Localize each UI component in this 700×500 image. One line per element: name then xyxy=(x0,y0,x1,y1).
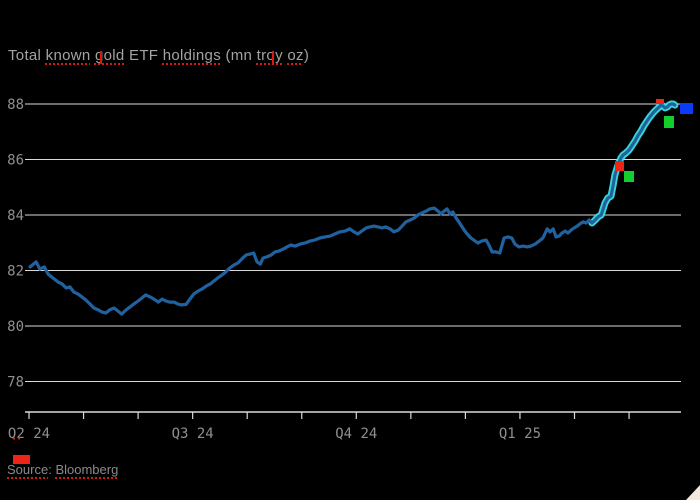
green-handle-top[interactable] xyxy=(664,116,674,128)
y-tick-label: 78 xyxy=(7,375,24,391)
etf-holdings-line xyxy=(28,102,677,316)
y-tick-label: 82 xyxy=(7,264,24,280)
red-handle-mid[interactable] xyxy=(615,161,624,171)
y-gridlines xyxy=(25,103,681,383)
x-axis xyxy=(25,411,681,419)
x-tick-label: Q4 24 xyxy=(335,426,377,442)
red-handle-top[interactable] xyxy=(656,99,664,104)
data-line xyxy=(28,102,677,316)
chart-title: Total known gold ETF holdings (mn troy o… xyxy=(8,47,309,64)
y-tick-label: 86 xyxy=(7,153,24,169)
x-tick-label: Q1 25 xyxy=(499,426,541,442)
corner-fold-icon[interactable] xyxy=(686,485,700,500)
y-tick-label: 88 xyxy=(7,97,24,113)
title-text: (mn xyxy=(221,47,257,64)
title-word-marked: troy xyxy=(256,47,283,64)
title-word-marked: oz xyxy=(287,47,304,64)
source-word-marked: Source xyxy=(7,462,49,477)
source-word-marked: Bloomberg xyxy=(55,462,119,477)
source-caption: Source: Bloomberg xyxy=(7,462,118,477)
title-text: ETF xyxy=(124,47,163,64)
green-handle-mid[interactable] xyxy=(624,171,634,182)
title-text: ) xyxy=(303,47,310,64)
title-word-marked: holdings xyxy=(162,47,221,64)
y-axis-labels: 78 80 82 84 86 88 xyxy=(7,97,24,391)
red-caret-mark xyxy=(272,51,274,64)
x-tick-label: Q2 24 xyxy=(8,426,50,442)
title-text: Total xyxy=(8,47,46,64)
title-word-marked: gold xyxy=(94,47,125,64)
y-tick-label: 80 xyxy=(7,319,24,335)
annotation-handles[interactable] xyxy=(615,99,693,182)
blue-handle-end[interactable] xyxy=(680,103,693,114)
red-marker-box xyxy=(13,455,30,464)
source-text: : xyxy=(48,462,56,477)
y-tick-label: 84 xyxy=(7,208,24,224)
red-caret-mark xyxy=(100,51,102,64)
x-tick-label: Q3 24 xyxy=(172,426,214,442)
x-axis-labels: Q2 24 Q3 24 Q4 24 Q1 25 xyxy=(8,426,541,442)
title-word-marked: known xyxy=(45,47,91,64)
